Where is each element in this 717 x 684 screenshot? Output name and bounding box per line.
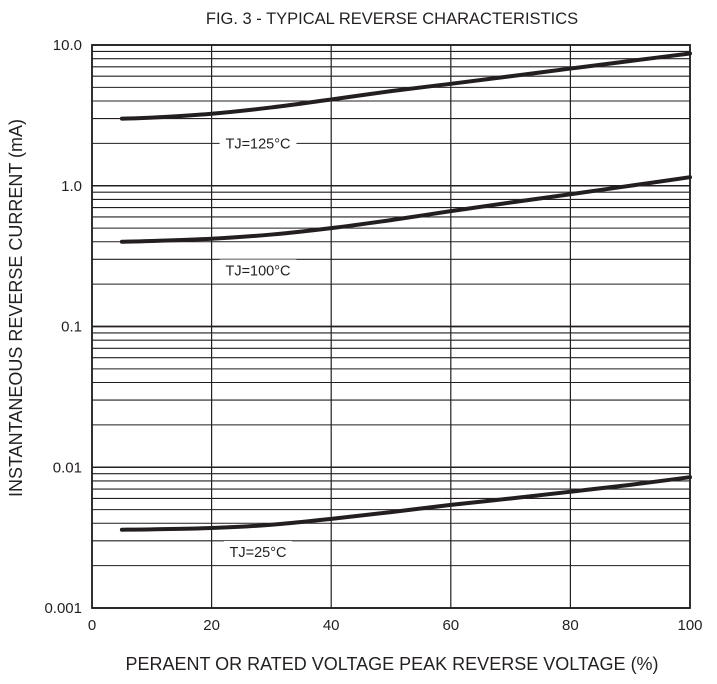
y-axis-label: INSTANTANEOUS REVERSE CURRENT (mA): [6, 119, 26, 497]
y-tick-label: 0.01: [53, 459, 82, 476]
x-tick-label: 20: [203, 617, 220, 634]
curve-labels: TJ=125°C TJ=100°C TJ=25°C: [219, 132, 297, 563]
series-line: [119, 175, 692, 244]
grid: [91, 44, 691, 609]
series-group: [119, 51, 692, 532]
x-tick-label: 0: [88, 617, 96, 634]
y-tick-label: 1.0: [61, 178, 82, 195]
curve-label-bg: [219, 132, 297, 155]
x-tick-label: 60: [442, 617, 459, 634]
y-tick-label: 0.001: [44, 600, 82, 617]
x-tick-label: 100: [677, 617, 702, 634]
y-tick-label: 0.1: [61, 319, 82, 336]
plot-frame: [91, 44, 691, 609]
y-tick-label: 10.0: [53, 37, 82, 54]
curve-label-bg: [219, 259, 297, 282]
curve-label: TJ=100°C: [225, 263, 290, 279]
x-tick-label: 80: [562, 617, 579, 634]
series-line: [119, 51, 692, 121]
x-tick-label: 40: [323, 617, 340, 634]
tick-labels: 0 20 40 60 80 100 10.0 1.0 0.1 0.01 0.001: [44, 37, 702, 634]
curve-label: TJ=25°C: [230, 545, 287, 561]
curve-label: TJ=125°C: [225, 136, 290, 152]
curve-label-bg: [223, 540, 293, 563]
series-line: [119, 475, 692, 532]
x-axis-label: PERAENT OR RATED VOLTAGE PEAK REVERSE VO…: [125, 654, 658, 674]
chart-title: FIG. 3 - TYPICAL REVERSE CHARACTERISTICS: [206, 10, 578, 28]
